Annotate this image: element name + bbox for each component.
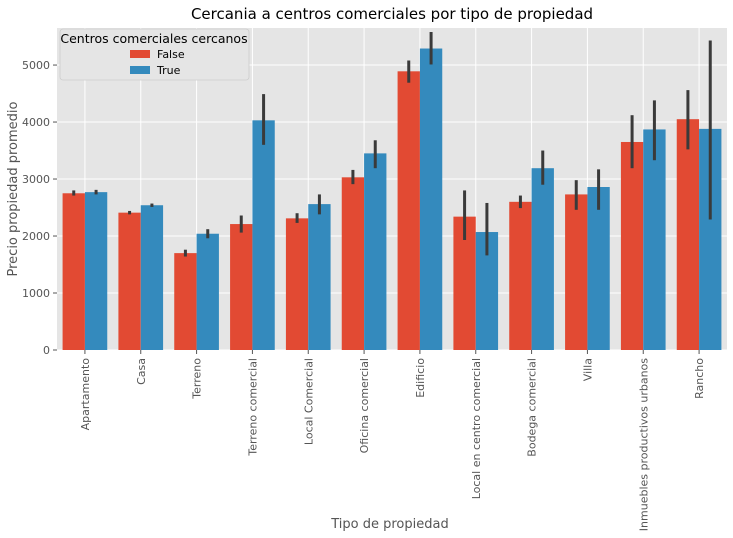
bar-true (196, 233, 219, 350)
bar-true (643, 129, 666, 350)
y-tick-label: 2000 (22, 230, 50, 243)
y-axis: 0 1000 2000 3000 4000 5000 (22, 59, 57, 357)
bar-false (285, 218, 309, 350)
legend: Centros comerciales cercanos False True (59, 28, 250, 81)
x-tick-label: Apartamento (79, 358, 92, 431)
bar-true (475, 232, 499, 350)
x-tick-label: Terreno comercial (246, 358, 259, 457)
x-axis-title: Tipo de propiedad (330, 517, 448, 532)
bar-true (140, 205, 164, 350)
bar-false (676, 119, 700, 350)
bar-true (699, 128, 722, 350)
bar-true (531, 168, 554, 350)
x-tick-label: Local en centro comercial (470, 358, 483, 499)
bar-false (453, 216, 476, 350)
x-axis: Apartamento Casa Terreno Terreno comercial L… (79, 350, 706, 531)
bar-false (341, 177, 365, 350)
bar-false (174, 253, 197, 350)
x-tick-label: Inmuebles productivos urbanos (637, 358, 650, 531)
plot-background (57, 28, 727, 350)
y-tick-label: 1000 (22, 287, 50, 300)
bar-true (419, 48, 443, 350)
bars (62, 31, 722, 351)
bar-false (620, 141, 644, 350)
legend-title: Centros comerciales cercanos (60, 31, 247, 46)
chart-title: Cercania a centros comerciales por tipo … (191, 5, 593, 23)
bar-true (308, 204, 331, 350)
bar-false (118, 212, 141, 350)
x-tick-label: Terreno (191, 358, 204, 400)
bar-false (565, 194, 588, 350)
x-tick-label: Oficina comercial (358, 358, 371, 453)
x-tick-label: Bodega comercial (526, 358, 539, 457)
legend-label-false: False (157, 48, 185, 61)
legend-swatch-true (130, 66, 150, 74)
legend-label-true: True (156, 64, 181, 77)
x-tick-label: Villa (581, 358, 594, 381)
y-tick-label: 4000 (22, 116, 50, 129)
y-tick-label: 3000 (22, 173, 50, 186)
bar-true (364, 153, 387, 350)
x-tick-label: Rancho (693, 358, 706, 399)
y-tick-label: 0 (43, 344, 50, 357)
bar-false (230, 224, 253, 350)
y-tick-label: 5000 (22, 59, 50, 72)
bar-false (397, 71, 420, 351)
legend-box (59, 28, 250, 81)
bar-true (587, 187, 610, 350)
x-tick-label: Edificio (414, 358, 427, 398)
bar-true (252, 120, 275, 351)
bar-false (509, 201, 532, 350)
x-tick-label: Casa (135, 358, 148, 385)
bar-true (84, 192, 108, 350)
x-tick-label: Local Comercial (302, 358, 315, 445)
legend-swatch-false (130, 50, 150, 58)
y-axis-title: Precio propiedad promedio (6, 101, 21, 276)
bar-false (62, 193, 85, 350)
